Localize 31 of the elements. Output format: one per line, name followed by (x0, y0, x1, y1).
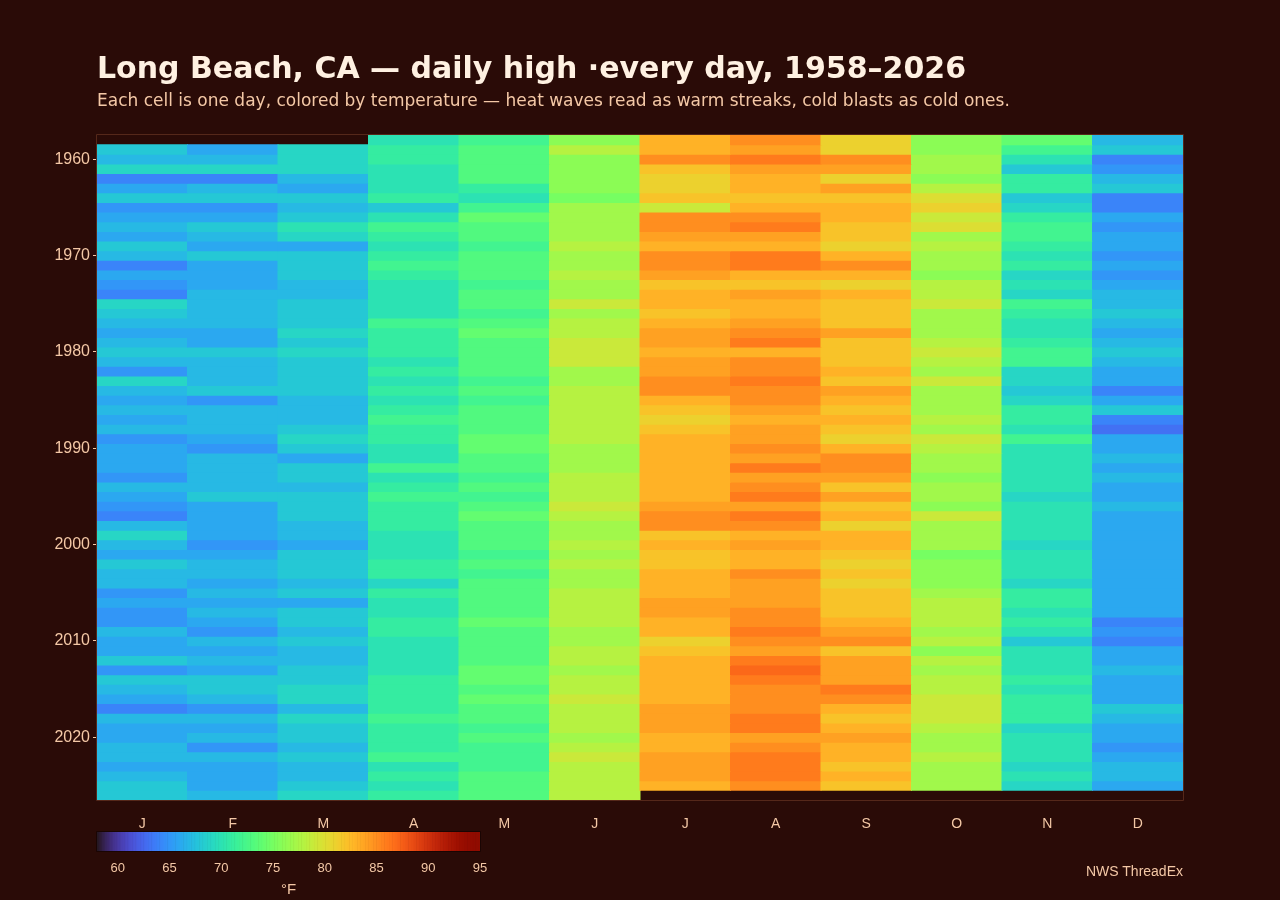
y-tick-label: 1990 (54, 438, 91, 456)
color-bar-label: 85 (369, 859, 384, 875)
x-tick-label: A (771, 815, 782, 832)
x-tick-label: J (138, 815, 146, 832)
y-tick-label: 2000 (54, 535, 91, 553)
color-bar-label: 95 (472, 859, 488, 875)
y-tick-label: 2010 (54, 631, 91, 649)
text: NWS ThreadEx (1086, 862, 1183, 879)
chart-subtitle: Each cell is one day, colored by temperature — heat waves read as warm streaks, cold blasts as cold ones. (97, 90, 1010, 110)
color-bar-title: °F (280, 880, 297, 898)
x-tick-label: O (951, 815, 963, 832)
color-bar-label: 80 (317, 859, 332, 875)
color-bar-label: 70 (213, 859, 229, 875)
x-tick-label: A (409, 815, 420, 832)
x-tick-label: D (1132, 815, 1143, 832)
x-tick-label: F (228, 815, 238, 832)
color-bar-label: 65 (162, 859, 177, 875)
color-bar-label: 90 (421, 859, 436, 875)
y-tick-label: 1960 (54, 149, 91, 167)
y-tick-label: 1970 (54, 245, 91, 263)
x-tick-label: S (861, 815, 871, 832)
y-tick-label: 1980 (54, 342, 91, 360)
x-tick-label: J (681, 815, 689, 832)
color-bar-label: 60 (110, 859, 125, 875)
x-tick-label: M (317, 815, 330, 832)
chart-title: Long Beach, CA — daily high ·every day, 1958–2026 (97, 50, 967, 85)
y-tick-label: 2020 (54, 727, 91, 745)
x-tick-label: M (498, 815, 511, 832)
x-tick-label: J (591, 815, 599, 832)
x-tick-label: N (1042, 815, 1053, 832)
color-bar-label: 75 (265, 859, 281, 875)
